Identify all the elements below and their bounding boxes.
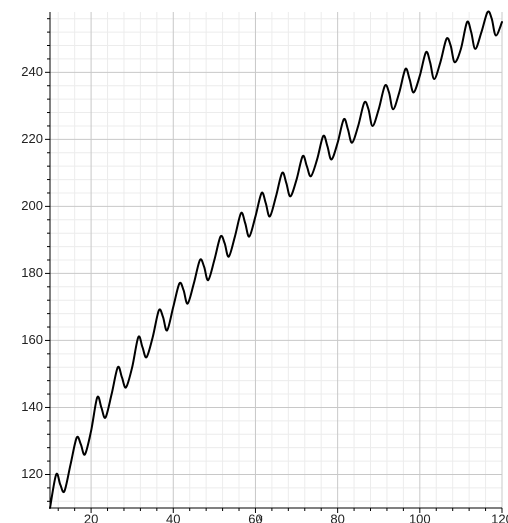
- x-axis-title: x: [257, 512, 263, 523]
- x-tick-label-100: 100: [409, 512, 431, 523]
- minor-gridlines: [50, 12, 502, 508]
- y-tick-label-160: 160: [21, 332, 43, 347]
- y-tick-label-180: 180: [21, 265, 43, 280]
- x-tick-label-120: 120: [491, 512, 508, 523]
- major-gridlines: [50, 12, 503, 508]
- series-layer: [49, 10, 503, 509]
- y-tick-label-120: 120: [21, 466, 43, 481]
- tick-marks: [45, 18, 503, 513]
- y-tick-label-140: 140: [21, 399, 43, 414]
- tick-labels: 20 40 60 80 100 120 120 140 160 180 200 220 240: [21, 64, 508, 523]
- x-tick-label-80: 80: [330, 512, 344, 523]
- x-tick-label-40: 40: [166, 512, 180, 523]
- y-tick-label-200: 200: [21, 198, 43, 213]
- series-line-0: [49, 10, 503, 509]
- x-tick-label-20: 20: [84, 512, 98, 523]
- x-tick-label-60: 60: [248, 512, 262, 523]
- y-tick-label-240: 240: [21, 64, 43, 79]
- y-tick-label-220: 220: [21, 131, 43, 146]
